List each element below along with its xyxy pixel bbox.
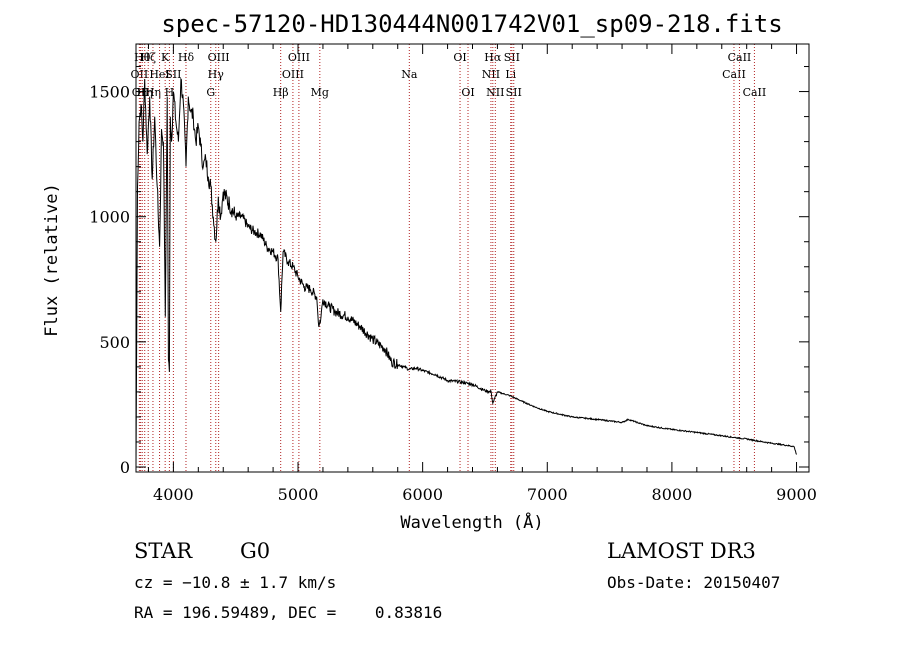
x-axis-ticks: 4000 5000 6000 7000 8000 9000 [147,44,817,504]
x-tick-label-9000: 9000 [776,485,817,504]
y-tick-label-500: 500 [99,333,130,352]
x-tick-label-6000: 6000 [402,485,443,504]
marker-label-12: Hγ [208,68,225,81]
y-axis-label: Flux (relative) [42,183,62,337]
marker-label-22: Hα [484,51,502,64]
marker-label-19: OI [453,51,466,64]
marker-label-17: Mg [311,86,329,99]
subclass: G0 [240,539,271,563]
marker-label-27: CaII [722,68,746,81]
marker-label-5: Hη [145,86,161,99]
spectral-line-markers: OIIOIIHθHηHζHηHeIKHSIIHδGHγOIIIHβOIIIOII… [131,44,767,472]
marker-label-0: OII [131,68,149,81]
survey-name: LAMOST DR3 [607,539,756,563]
x-tick-label-7000: 7000 [527,485,568,504]
redshift-text: cz = −10.8 ± 1.7 km/s [134,573,337,592]
y-tick-label-1500: 1500 [89,83,130,102]
marker-label-13: OIII [208,51,230,64]
object-class: STAR [134,539,193,563]
obs-date: Obs-Date: 20150407 [607,573,781,592]
marker-label-9: SII [165,68,181,81]
plot-frame [135,43,810,473]
chart-title: spec-57120-HD130444N001742V01_sp09-218.f… [161,10,782,38]
x-tick-label-8000: 8000 [652,485,693,504]
marker-label-8: H [165,86,175,99]
x-tick-label-5000: 5000 [278,485,319,504]
marker-label-2: Hθ [134,51,151,64]
marker-label-29: CaII [743,86,767,99]
marker-label-25: SII [504,51,520,64]
marker-label-20: OI [461,86,474,99]
marker-label-14: Hβ [273,86,289,99]
marker-label-18: Na [401,68,418,81]
y-axis-ticks: 0 500 1000 1500 [89,66,809,477]
spectrum-chart: spec-57120-HD130444N001742V01_sp09-218.f… [42,10,817,533]
marker-label-16: OIII [288,51,310,64]
marker-label-24: Li [505,68,516,81]
coordinates: RA = 196.59489, DEC = 0.83816 [134,603,443,622]
marker-label-11: G [206,86,215,99]
marker-label-15: OIII [282,68,304,81]
x-axis-label: Wavelength (Å) [400,511,543,533]
y-tick-label-0: 0 [120,458,130,477]
marker-label-7: K [161,51,170,64]
x-tick-label-4000: 4000 [153,485,194,504]
marker-label-28: CaII [728,51,752,64]
marker-label-26: SII [506,86,522,99]
marker-label-4: Hζ [140,51,156,64]
y-tick-label-1000: 1000 [89,208,130,227]
flux-line [135,77,797,468]
marker-label-10: Hδ [178,51,195,64]
marker-label-23: NII [486,86,504,99]
marker-label-21: NII [482,68,500,81]
